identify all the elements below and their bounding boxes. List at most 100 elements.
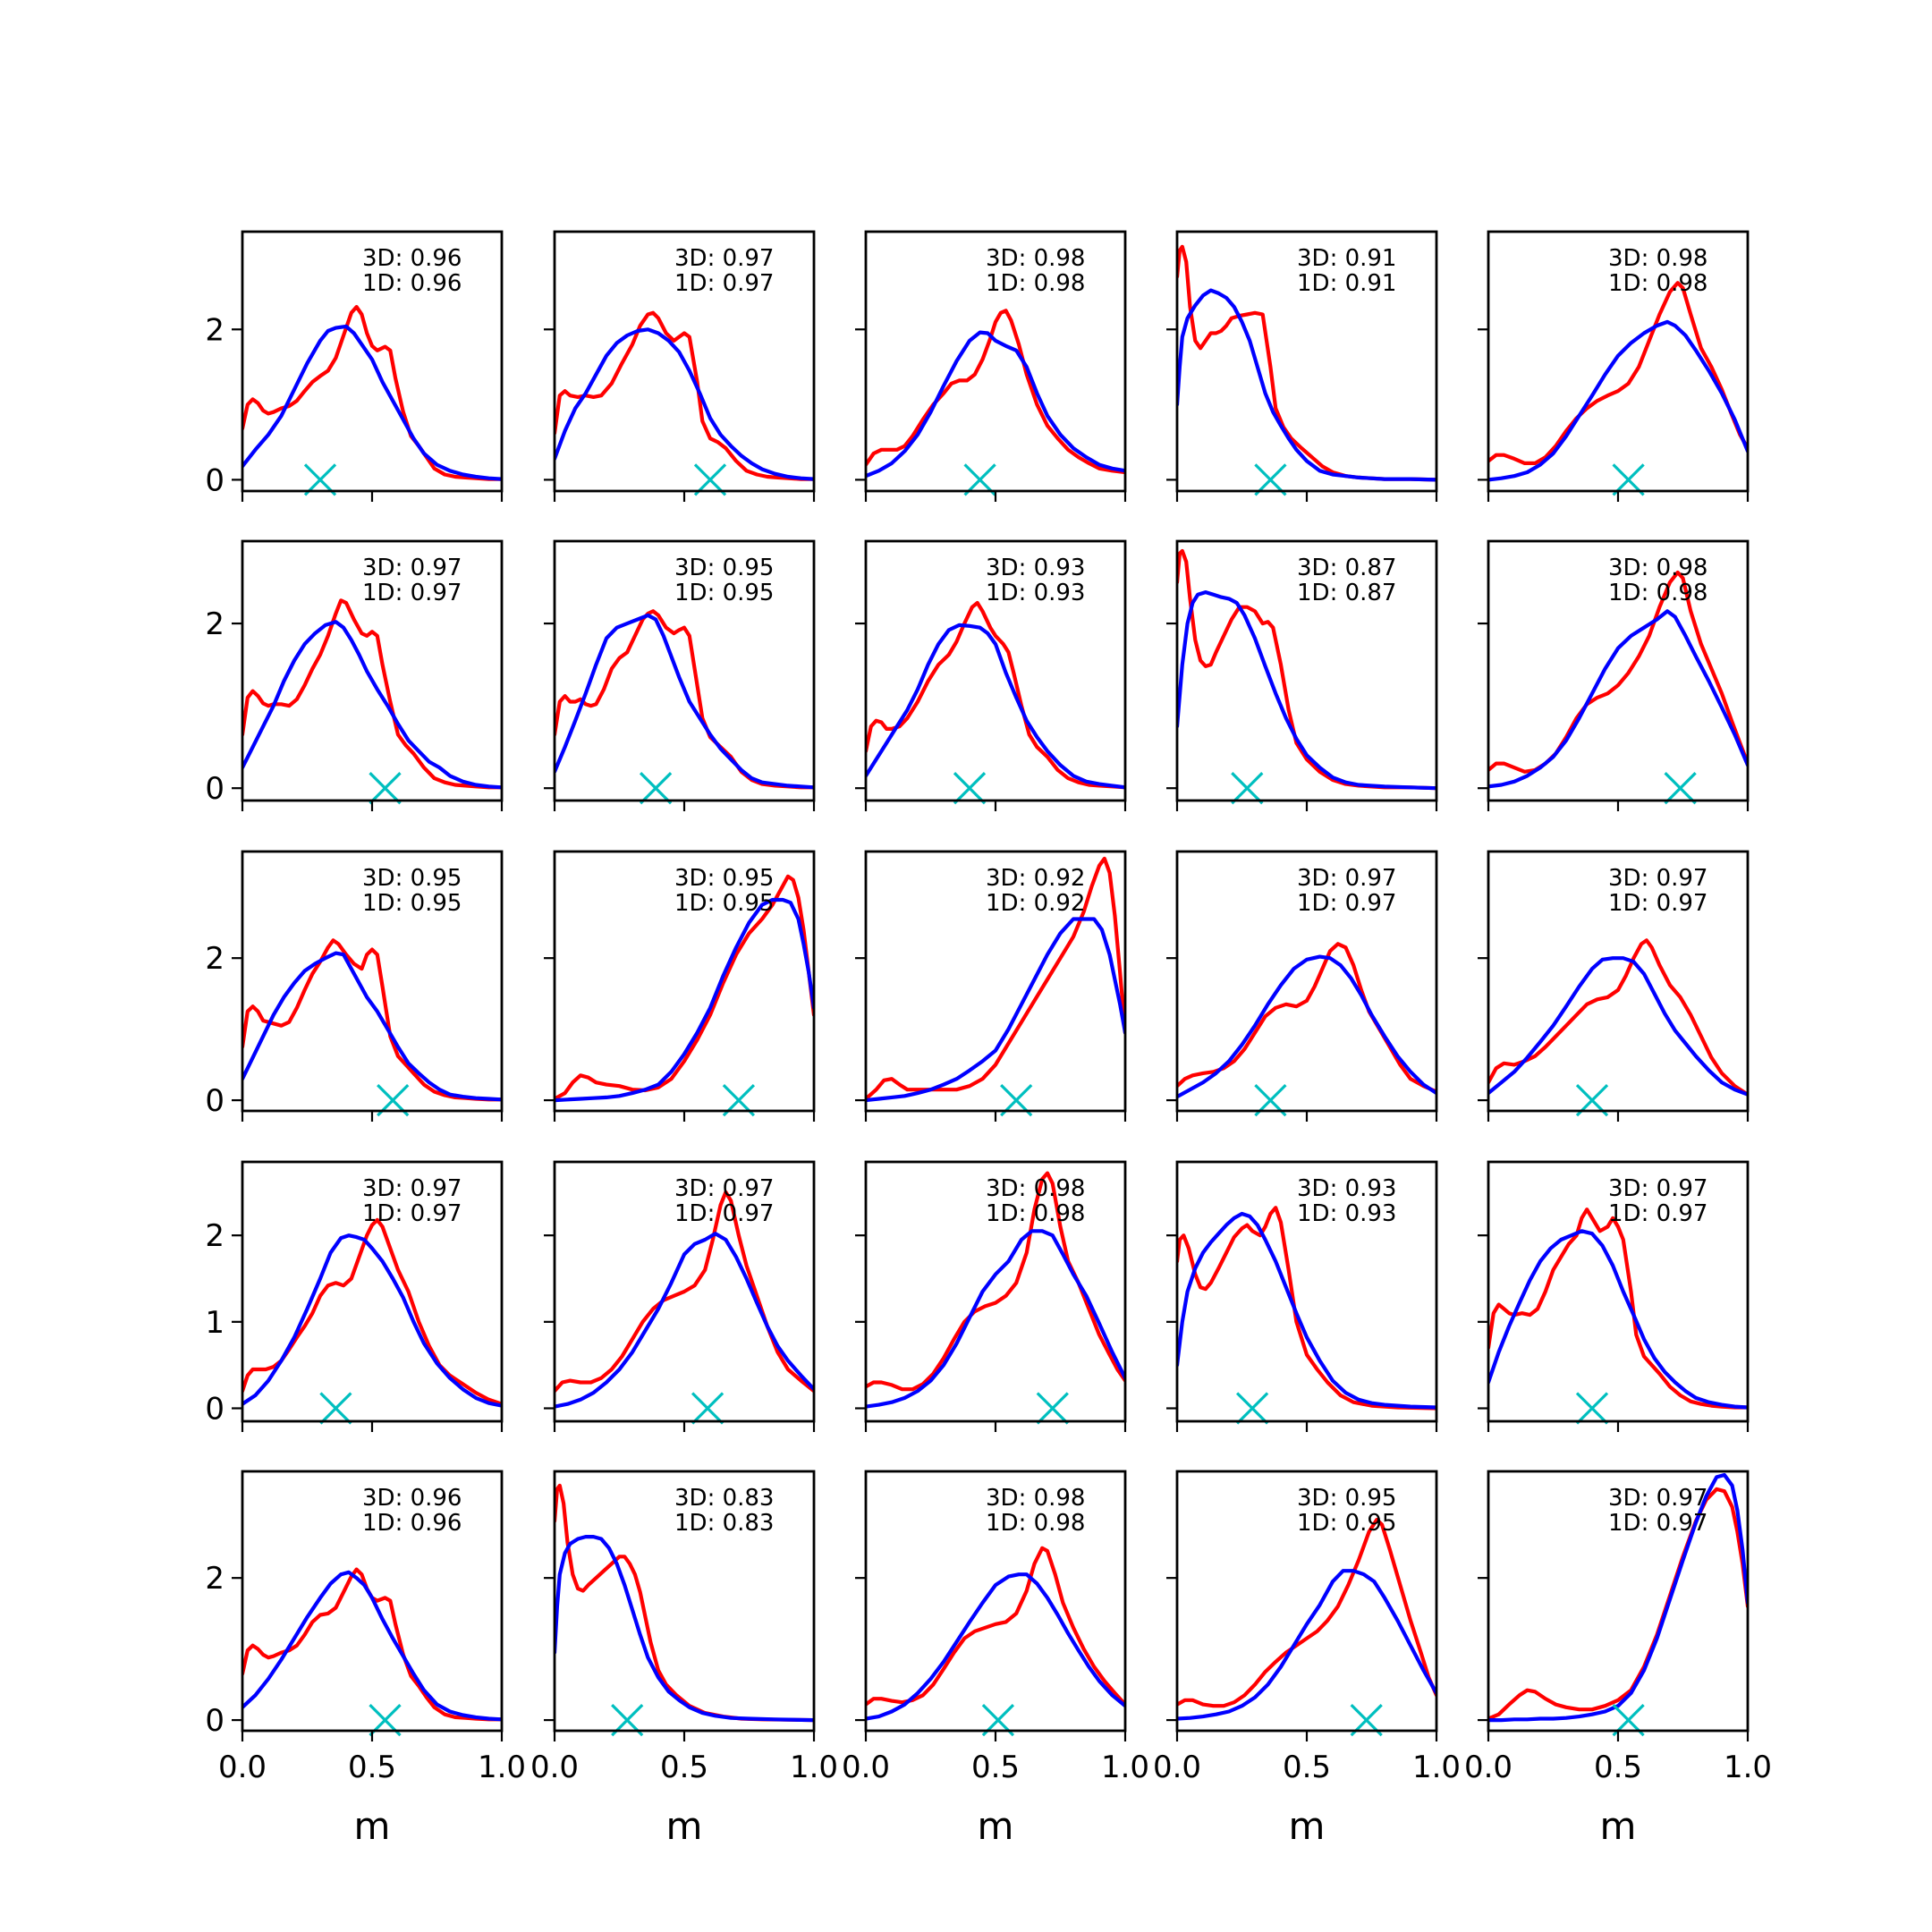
blue-density-curve <box>1177 1569 1436 1721</box>
annotation-1d: 1D: 0.91 <box>1297 270 1396 297</box>
red-density-curve <box>866 309 1125 475</box>
x-axis-label: m <box>1600 1804 1637 1848</box>
annotation-1d: 1D: 0.97 <box>1608 1510 1707 1537</box>
y-tick-label: 2 <box>205 1561 225 1597</box>
annotation-1d: 1D: 0.96 <box>362 270 462 297</box>
annotation-1d: 1D: 0.96 <box>362 1510 462 1537</box>
annotation-1d: 1D: 0.93 <box>986 580 1085 606</box>
x-marker <box>369 772 402 805</box>
blue-density-curve <box>866 623 1125 790</box>
x-marker <box>1231 772 1264 805</box>
red-density-curve <box>1177 942 1436 1094</box>
annotation-1d: 1D: 0.98 <box>986 270 1085 297</box>
red-density-curve <box>1488 1487 1748 1721</box>
annotation-3d: 3D: 0.95 <box>1297 1485 1396 1512</box>
blue-density-curve <box>555 327 814 481</box>
x-tick-label: 0.0 <box>1153 1750 1201 1785</box>
y-tick-label: 0 <box>205 771 225 807</box>
red-density-curve <box>242 1567 502 1722</box>
annotation-1d: 1D: 0.95 <box>362 890 462 917</box>
annotation-1d: 1D: 0.97 <box>1297 890 1396 917</box>
blue-density-curve <box>242 951 502 1102</box>
x-tick-label: 0.5 <box>1283 1750 1331 1785</box>
annotation-1d: 1D: 0.92 <box>986 890 1085 917</box>
red-density-curve <box>242 938 502 1102</box>
annotation-1d: 1D: 0.97 <box>674 1200 774 1227</box>
x-axis-label: m <box>1289 1804 1326 1848</box>
annotation-3d: 3D: 0.96 <box>362 245 462 272</box>
blue-density-curve <box>242 1233 502 1408</box>
x-marker <box>691 1392 724 1425</box>
y-tick-label: 1 <box>205 1305 225 1341</box>
blue-density-curve <box>555 1232 814 1409</box>
blue-density-curve <box>866 1229 1125 1409</box>
annotation-3d: 3D: 0.87 <box>1297 555 1396 581</box>
annotation-3d: 3D: 0.98 <box>1608 555 1707 581</box>
blue-density-curve <box>1488 1472 1748 1723</box>
blue-density-curve <box>1177 288 1436 482</box>
red-density-curve <box>555 609 814 790</box>
x-tick-label: 0.0 <box>1464 1750 1513 1785</box>
annotation-3d: 3D: 0.96 <box>362 1485 462 1512</box>
blue-density-curve <box>555 613 814 790</box>
x-tick-label: 1.0 <box>790 1750 838 1785</box>
annotation-3d: 3D: 0.83 <box>674 1485 774 1512</box>
red-density-curve <box>1488 281 1748 465</box>
annotation-3d: 3D: 0.95 <box>362 865 462 892</box>
x-axis-label: m <box>666 1804 703 1848</box>
blue-density-curve <box>242 324 502 481</box>
annotation-1d: 1D: 0.95 <box>1297 1510 1396 1537</box>
x-tick-label: 1.0 <box>478 1750 526 1785</box>
annotation-1d: 1D: 0.98 <box>986 1200 1085 1227</box>
y-tick-label: 0 <box>205 462 225 498</box>
red-density-curve <box>1177 548 1436 791</box>
x-tick-label: 0.0 <box>218 1750 267 1785</box>
x-axis-label: m <box>978 1804 1014 1848</box>
red-density-curve <box>242 305 502 481</box>
x-marker <box>319 1392 352 1425</box>
y-tick-label: 2 <box>205 1218 225 1254</box>
annotation-1d: 1D: 0.83 <box>674 1510 774 1537</box>
red-density-curve <box>866 856 1125 1101</box>
red-density-curve <box>866 1546 1125 1707</box>
annotation-3d: 3D: 0.97 <box>362 1175 462 1202</box>
x-marker <box>1036 1392 1069 1425</box>
x-marker <box>953 772 987 805</box>
annotation-3d: 3D: 0.95 <box>674 865 774 892</box>
x-marker <box>1664 772 1697 805</box>
y-tick-label: 2 <box>205 941 225 977</box>
annotation-3d: 3D: 0.98 <box>986 1175 1085 1202</box>
annotation-3d: 3D: 0.97 <box>674 245 774 272</box>
blue-density-curve <box>1488 956 1748 1097</box>
red-density-curve <box>1177 1206 1436 1411</box>
x-tick-label: 1.0 <box>1412 1750 1461 1785</box>
red-density-curve <box>555 874 814 1101</box>
blue-density-curve <box>1488 319 1748 482</box>
blue-density-curve <box>1488 1229 1748 1410</box>
y-tick-label: 0 <box>205 1083 225 1119</box>
x-tick-label: 0.0 <box>842 1750 890 1785</box>
x-tick-label: 0.5 <box>1594 1750 1642 1785</box>
blue-density-curve <box>1177 590 1436 791</box>
x-tick-label: 0.5 <box>971 1750 1020 1785</box>
annotation-3d: 3D: 0.97 <box>362 555 462 581</box>
annotation-1d: 1D: 0.97 <box>1608 890 1707 917</box>
